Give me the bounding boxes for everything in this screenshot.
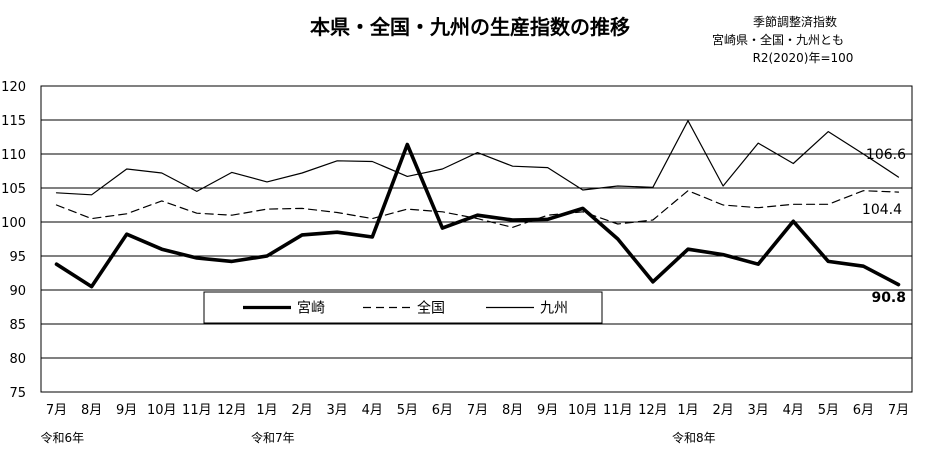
y-tick-label: 100	[1, 216, 26, 231]
y-tick-label: 120	[1, 80, 26, 95]
x-tick-label: 4月	[783, 403, 804, 418]
legend: 宮崎 全国 九州	[203, 291, 603, 324]
y-tick-label: 95	[9, 250, 26, 265]
x-tick-label: 11月	[603, 403, 633, 418]
x-tick-label: 1月	[256, 403, 277, 418]
y-axis-ticks: 75 80 85 90 95 100 105 110 115 120	[1, 80, 26, 401]
era-label: 令和7年	[251, 430, 295, 445]
era-label: 令和8年	[672, 430, 716, 445]
plot-frame	[40, 85, 913, 393]
x-axis-ticks: 7月 8月 9月 10月 11月 12月 1月 2月 3月 4月 5月 6月 7月 8月 9月 10月 11月 1…	[46, 403, 909, 418]
end-label-kyushu: 106.6	[866, 147, 906, 163]
x-tick-label: 1月	[677, 403, 698, 418]
y-tick-label: 75	[9, 386, 26, 401]
series-lines	[54, 120, 901, 289]
x-tick-label: 12月	[638, 403, 668, 418]
chart-title: 本県・全国・九州の生産指数の推移	[310, 15, 630, 39]
end-label-zenkoku: 104.4	[862, 202, 902, 218]
y-tick-label: 115	[1, 114, 26, 129]
x-tick-label: 4月	[362, 403, 383, 418]
x-tick-label: 7月	[467, 403, 488, 418]
x-tick-label: 9月	[116, 403, 137, 418]
legend-label-kyushu: 九州	[540, 301, 568, 317]
end-label-miyazaki: 90.8	[871, 290, 906, 306]
x-tick-label: 3月	[327, 403, 348, 418]
x-tick-label: 12月	[217, 403, 247, 418]
legend-label-zenkoku: 全国	[417, 300, 445, 317]
x-tick-label: 10月	[568, 403, 598, 418]
note-seasonal: 季節調整済指数	[753, 14, 837, 29]
y-tick-label: 105	[1, 182, 26, 197]
era-labels: 令和6年 令和7年 令和8年	[41, 430, 716, 445]
x-tick-label: 6月	[853, 403, 874, 418]
series-line-0	[54, 142, 901, 289]
x-tick-label: 6月	[432, 403, 453, 418]
legend-label-miyazaki: 宮崎	[297, 301, 325, 317]
x-tick-label: 3月	[748, 403, 769, 418]
x-tick-label: 5月	[397, 403, 418, 418]
x-tick-label: 9月	[537, 403, 558, 418]
x-tick-label: 2月	[291, 403, 312, 418]
x-tick-label: 10月	[147, 403, 177, 418]
note-scope: 宮崎県・全国・九州とも	[712, 32, 844, 47]
series-line-2	[55, 120, 900, 196]
x-tick-label: 8月	[502, 403, 523, 418]
y-tick-label: 110	[1, 148, 26, 163]
note-base-year: R2(2020)年=100	[753, 51, 854, 65]
y-tick-label: 80	[9, 352, 26, 367]
x-tick-label: 11月	[182, 403, 212, 418]
era-label: 令和6年	[41, 430, 85, 445]
x-tick-label: 7月	[46, 403, 67, 418]
y-tick-label: 85	[9, 318, 26, 333]
x-tick-label: 2月	[712, 403, 733, 418]
series-line-1	[55, 190, 900, 228]
x-tick-label: 8月	[81, 403, 102, 418]
x-tick-label: 7月	[888, 403, 909, 418]
x-tick-label: 5月	[818, 403, 839, 418]
y-tick-label: 90	[9, 284, 26, 299]
